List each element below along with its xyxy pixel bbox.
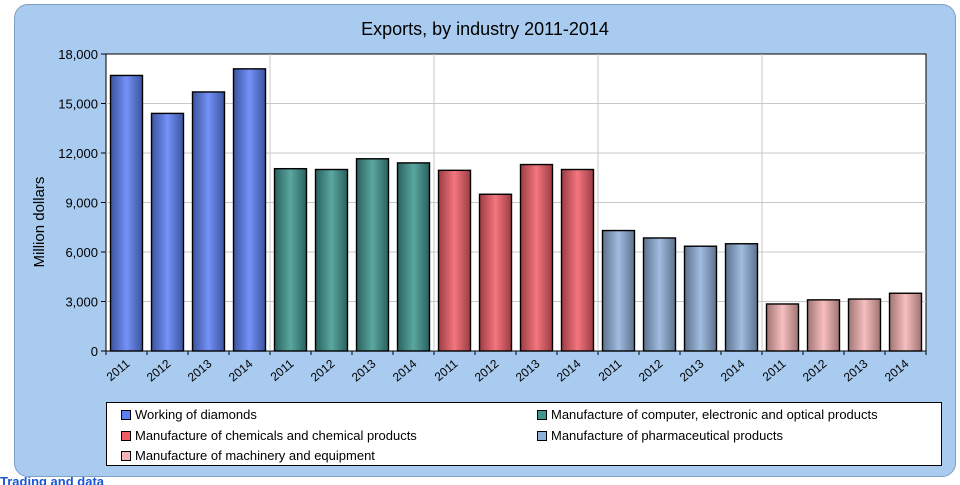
x-tick-label: 2013 bbox=[513, 356, 543, 384]
legend-item-3: Manufacture of pharmaceutical products bbox=[537, 428, 783, 443]
x-tick-label: 2013 bbox=[677, 356, 707, 384]
footer-link[interactable]: Trading and data bbox=[0, 477, 105, 485]
bar bbox=[150, 112, 185, 352]
bar bbox=[478, 193, 513, 352]
legend-swatch-0 bbox=[121, 409, 131, 420]
bar bbox=[724, 243, 759, 352]
x-tick-label: 2012 bbox=[144, 356, 174, 384]
bar bbox=[109, 74, 144, 352]
legend-label-2: Manufacture of chemicals and chemical pr… bbox=[135, 428, 417, 443]
legend-item-2: Manufacture of chemicals and chemical pr… bbox=[121, 428, 417, 443]
x-tick-label: 2014 bbox=[554, 356, 584, 384]
x-tick-label: 2014 bbox=[390, 356, 420, 384]
y-tick-label: 15,000 bbox=[58, 97, 98, 112]
legend-item-4: Manufacture of machinery and equipment bbox=[121, 448, 375, 463]
legend-swatch-2 bbox=[121, 430, 131, 441]
legend-swatch-1 bbox=[537, 409, 547, 420]
bar bbox=[519, 163, 554, 352]
bar bbox=[888, 292, 923, 352]
x-tick-label: 2011 bbox=[596, 356, 625, 384]
y-tick-label: 9,000 bbox=[65, 196, 98, 211]
bar bbox=[273, 167, 308, 352]
legend-swatch-4 bbox=[121, 450, 131, 461]
bar bbox=[806, 299, 841, 352]
legend-label-3: Manufacture of pharmaceutical products bbox=[551, 428, 783, 443]
bar bbox=[355, 158, 390, 352]
chart-title: Exports, by industry 2011-2014 bbox=[361, 19, 609, 39]
x-tick-label: 2011 bbox=[760, 356, 789, 384]
x-tick-label: 2014 bbox=[882, 356, 912, 384]
y-tick-label: 6,000 bbox=[65, 245, 98, 260]
x-tick-label: 2013 bbox=[185, 356, 215, 384]
x-tick-label: 2014 bbox=[718, 356, 748, 384]
x-tick-label: 2012 bbox=[636, 356, 666, 384]
x-tick-label: 2011 bbox=[268, 356, 297, 384]
x-tick-label: 2011 bbox=[432, 356, 461, 384]
bar bbox=[314, 168, 349, 352]
legend: Working of diamonds Manufacture of compu… bbox=[106, 402, 942, 466]
bar bbox=[232, 68, 267, 352]
bar bbox=[847, 298, 882, 352]
x-tick-label: 2013 bbox=[349, 356, 379, 384]
bar bbox=[601, 229, 636, 352]
y-tick-label: 12,000 bbox=[58, 146, 98, 161]
legend-label-4: Manufacture of machinery and equipment bbox=[135, 448, 375, 463]
bar bbox=[642, 237, 677, 352]
bar bbox=[396, 162, 431, 352]
bar bbox=[437, 169, 472, 352]
x-tick-label: 2011 bbox=[104, 356, 133, 384]
legend-label-0: Working of diamonds bbox=[135, 407, 257, 422]
legend-swatch-3 bbox=[537, 430, 547, 441]
bar bbox=[765, 303, 800, 352]
x-tick-label: 2013 bbox=[841, 356, 871, 384]
x-tick-label: 2012 bbox=[308, 356, 338, 384]
bar bbox=[191, 91, 226, 352]
x-tick-label: 2012 bbox=[472, 356, 502, 384]
legend-item-1: Manufacture of computer, electronic and … bbox=[537, 407, 878, 422]
y-tick-label: 3,000 bbox=[65, 295, 98, 310]
legend-label-1: Manufacture of computer, electronic and … bbox=[551, 407, 878, 422]
y-axis-label: Million dollars bbox=[31, 177, 48, 268]
y-tick-label: 0 bbox=[91, 344, 98, 359]
x-tick-label: 2014 bbox=[226, 356, 256, 384]
y-tick-label: 18,000 bbox=[58, 47, 98, 62]
legend-item-0: Working of diamonds bbox=[121, 407, 257, 422]
bar bbox=[560, 168, 595, 352]
x-tick-label: 2012 bbox=[800, 356, 830, 384]
bar bbox=[683, 245, 718, 352]
